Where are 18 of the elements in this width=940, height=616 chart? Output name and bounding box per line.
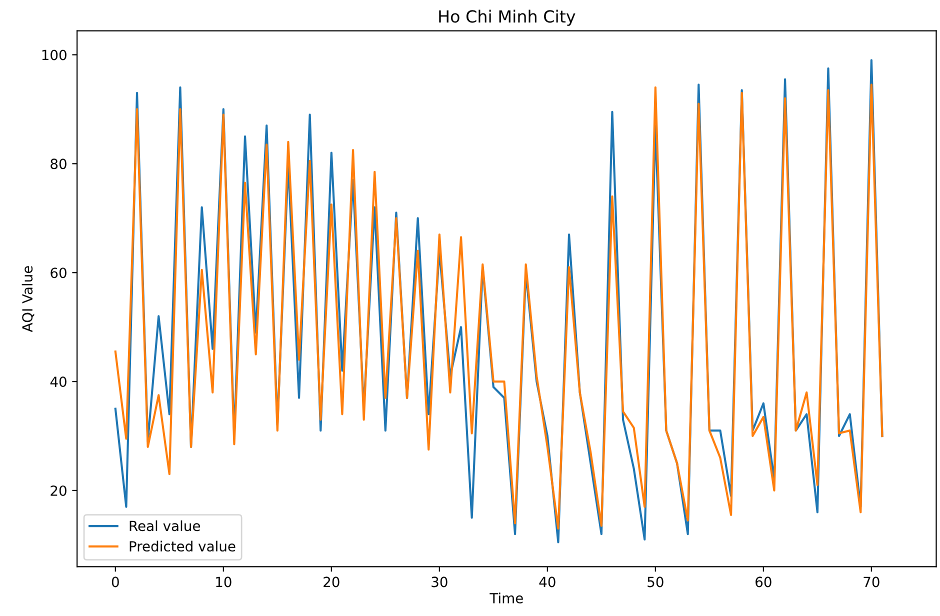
y-tick-label: 80: [50, 158, 66, 170]
x-tick-label: 0: [112, 576, 119, 588]
x-tick-label: 40: [539, 576, 556, 588]
y-tick-label: 40: [50, 376, 66, 388]
y-tick-label: 100: [42, 50, 66, 60]
x-tick-label: 50: [648, 576, 664, 588]
x-tick-label: 70: [864, 576, 880, 588]
x-tick-label: 10: [216, 576, 232, 588]
x-tick-label: 20: [324, 576, 340, 588]
y-axis-title: AQI Value: [22, 266, 34, 332]
legend-label: Real value: [130, 520, 200, 532]
y-tick-label: 20: [50, 485, 66, 496]
x-tick-label: 30: [432, 576, 448, 588]
y-tick-label: 60: [50, 268, 66, 278]
x-tick-label: 60: [756, 576, 772, 588]
chart-title: Ho Chi Minh City: [439, 10, 576, 26]
legend-label: Predicted value: [130, 540, 236, 552]
x-axis-title: Time: [490, 592, 523, 604]
